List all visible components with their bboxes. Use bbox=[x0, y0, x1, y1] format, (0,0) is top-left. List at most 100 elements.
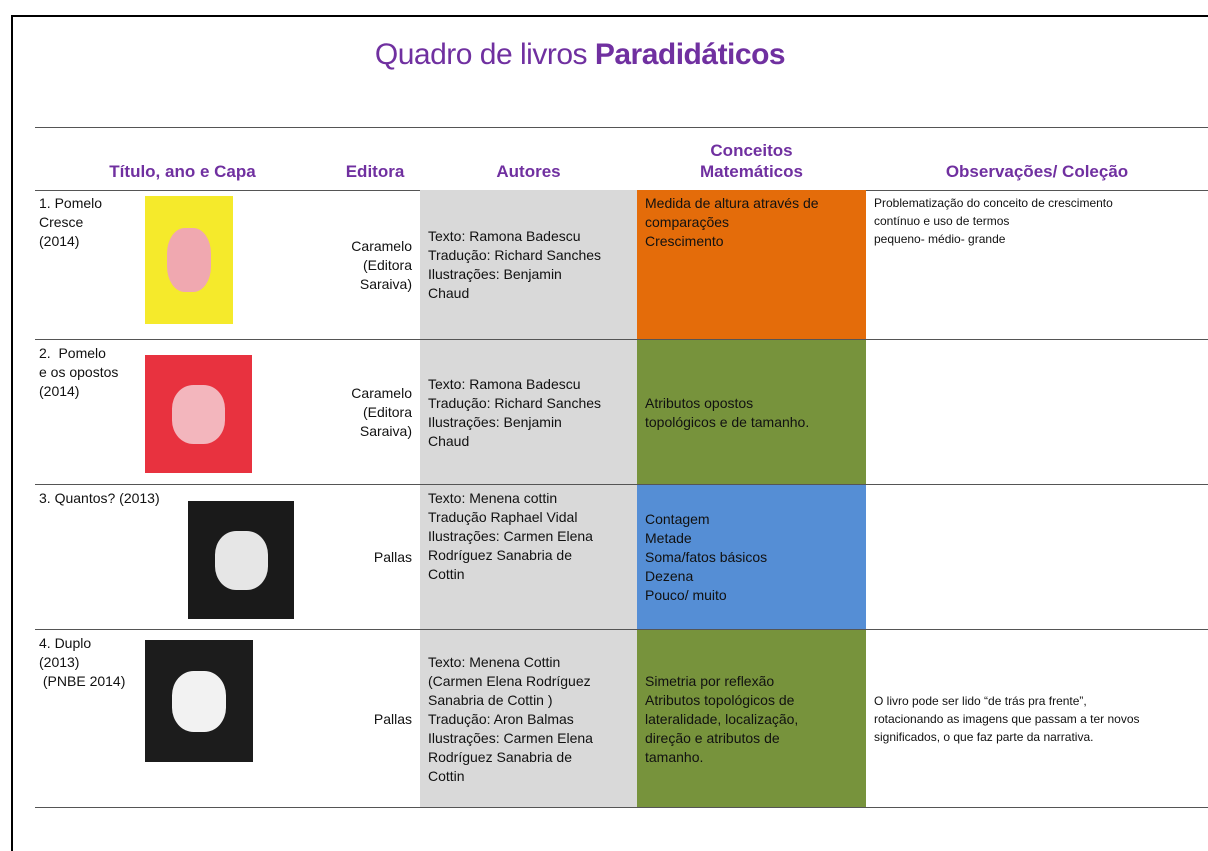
table-cell: Pallas bbox=[330, 630, 420, 808]
text-line: Soma/fatos básicos bbox=[645, 549, 768, 565]
cover-art bbox=[167, 228, 211, 292]
text-line: Pallas bbox=[373, 710, 412, 727]
text-line: Texto: Menena cottin bbox=[428, 490, 558, 506]
text-line: Tradução: Aron Balmas bbox=[428, 710, 574, 727]
text-line: Ilustrações: Benjamin bbox=[428, 413, 562, 430]
text-line: contínuo e uso de termos bbox=[874, 214, 1010, 228]
text-line: lateralidade, localização, bbox=[645, 710, 799, 727]
table-cell: 3. Quantos? (2013) bbox=[35, 485, 330, 630]
text-line: tamanho. bbox=[645, 748, 704, 765]
table-rule bbox=[35, 339, 1208, 340]
table-cell: Simetria por reflexão Atributos topológic… bbox=[637, 630, 866, 808]
book-cover bbox=[188, 501, 294, 619]
text-line: Saraiva) bbox=[359, 275, 412, 292]
text-line: Pouco/ muito bbox=[645, 587, 727, 603]
text-line: Medida de altura através de bbox=[645, 195, 819, 211]
text-line: Matemáticos bbox=[700, 162, 803, 181]
text-line: Chaud bbox=[428, 285, 470, 301]
table-cell: O livro pode ser lido “de trás pra frent… bbox=[866, 630, 1208, 808]
page-title: Quadro de livros Paradidáticos bbox=[0, 38, 1160, 72]
text-line: Atributos opostos bbox=[645, 394, 754, 411]
table-cell: Caramelo (Editora Saraiva) bbox=[330, 190, 420, 340]
text-line: Editora bbox=[345, 162, 405, 181]
text-line: Cottin bbox=[428, 566, 465, 582]
text-line: (Editora bbox=[362, 256, 412, 273]
table-cell: Texto: Ramona Badescu Tradução: Richard S… bbox=[420, 340, 637, 485]
text-line: Tradução Raphael Vidal bbox=[428, 509, 578, 525]
text-line: Dezena bbox=[645, 568, 694, 584]
text-line: Metade bbox=[645, 530, 692, 546]
text-line: 4. Duplo bbox=[39, 635, 92, 651]
table-rule bbox=[35, 629, 1208, 630]
text-line: Texto: Menena Cottin bbox=[428, 653, 561, 670]
text-line: Simetria por reflexão bbox=[645, 672, 775, 689]
text-line: Sanabria de Cottin ) bbox=[428, 691, 553, 708]
table-cell: 1. Pomelo Cresce (2014) bbox=[35, 190, 330, 340]
text-line: Crescimento bbox=[645, 233, 724, 249]
text-line: (Editora bbox=[362, 404, 412, 420]
text-line: Observações/ Coleção bbox=[945, 162, 1129, 181]
text-line: Pallas bbox=[373, 549, 412, 565]
cover-art bbox=[214, 530, 268, 590]
text-line: Texto: Ramona Badescu bbox=[428, 228, 581, 244]
book-cover bbox=[145, 640, 253, 762]
text-line: Autores bbox=[496, 162, 561, 181]
table-cell bbox=[866, 485, 1208, 630]
text-line: Cresce bbox=[39, 214, 84, 230]
text-line: Caramelo bbox=[351, 237, 412, 254]
text-line: Saraiva) bbox=[359, 423, 412, 439]
text-line: Título, ano e Capa bbox=[109, 162, 256, 181]
text-line: 1. Pomelo bbox=[39, 195, 103, 211]
text-line: topológicos e de tamanho. bbox=[645, 413, 810, 430]
table-cell: Problematização do conceito de crescimen… bbox=[866, 190, 1208, 340]
text-line: Rodríguez Sanabria de bbox=[428, 547, 572, 563]
text-line: rotacionando as imagens que passam a ter… bbox=[874, 712, 1140, 726]
text-line: direção e atributos de bbox=[645, 729, 780, 746]
table-cell: Medida de altura através de comparações Cr… bbox=[637, 190, 866, 340]
header-cell: Observações/ Coleção bbox=[866, 128, 1208, 190]
cover-art bbox=[172, 670, 226, 732]
text-line: Chaud bbox=[428, 432, 470, 449]
frame bbox=[11, 15, 1208, 17]
text-line: 2. Pomelo bbox=[39, 345, 106, 361]
table-cell: Contagem Metade Soma/fatos básicos Dezena Po… bbox=[637, 485, 866, 630]
table-cell: Pallas bbox=[330, 485, 420, 630]
text-line: 3. Quantos? (2013) bbox=[39, 490, 160, 506]
table-rule bbox=[35, 127, 1208, 128]
text-line: Ilustrações: Carmen Elena bbox=[428, 528, 593, 544]
table-rule bbox=[35, 484, 1208, 485]
book-cover bbox=[145, 196, 233, 324]
text-line: Problematização do conceito de crescimen… bbox=[874, 196, 1113, 210]
text-line: Caramelo bbox=[351, 385, 412, 401]
table-cell: Texto: Ramona Badescu Tradução: Richard S… bbox=[420, 190, 637, 340]
text-line: comparações bbox=[645, 214, 730, 230]
text-line: (2014) bbox=[39, 383, 80, 399]
frame bbox=[11, 15, 13, 851]
text-line: (PNBE 2014) bbox=[39, 673, 126, 689]
title-text: Quadro de livros bbox=[374, 38, 588, 71]
text-line: Contagem bbox=[645, 511, 710, 527]
text-line: Texto: Ramona Badescu bbox=[428, 375, 581, 392]
table-cell: 4. Duplo (2013) (PNBE 2014) bbox=[35, 630, 330, 808]
text-line: O livro pode ser lido “de trás pra frent… bbox=[874, 694, 1087, 708]
table-cell: Caramelo (Editora Saraiva) bbox=[330, 340, 420, 485]
header-cell: Editora bbox=[330, 128, 420, 190]
text-line: (Carmen Elena Rodríguez bbox=[428, 672, 591, 689]
table-cell: Texto: Menena Cottin (Carmen Elena Rodríg… bbox=[420, 630, 637, 808]
header-cell: Título, ano e Capa bbox=[35, 128, 330, 190]
table-cell: Atributos opostos topológicos e de tamanh… bbox=[637, 340, 866, 485]
text-line: Ilustrações: Carmen Elena bbox=[428, 729, 593, 746]
text-line: Atributos topológicos de bbox=[645, 691, 795, 708]
text-line: pequeno- médio- grande bbox=[874, 232, 1006, 246]
table-cell: Texto: Menena cottin Tradução Raphael Vid… bbox=[420, 485, 637, 630]
table-cell: 2. Pomelo e os opostos (2014) bbox=[35, 340, 330, 485]
text-line: e os opostos bbox=[39, 364, 119, 380]
text-line: Tradução: Richard Sanches bbox=[428, 247, 602, 263]
book-cover bbox=[145, 355, 252, 473]
title-emphasis: Paradidáticos bbox=[594, 38, 786, 71]
text-line: (2013) bbox=[39, 654, 80, 670]
text-line: Rodríguez Sanabria de bbox=[428, 748, 572, 765]
header-cell: Conceitos Matemáticos bbox=[637, 128, 866, 190]
text-line: (2014) bbox=[39, 233, 80, 249]
